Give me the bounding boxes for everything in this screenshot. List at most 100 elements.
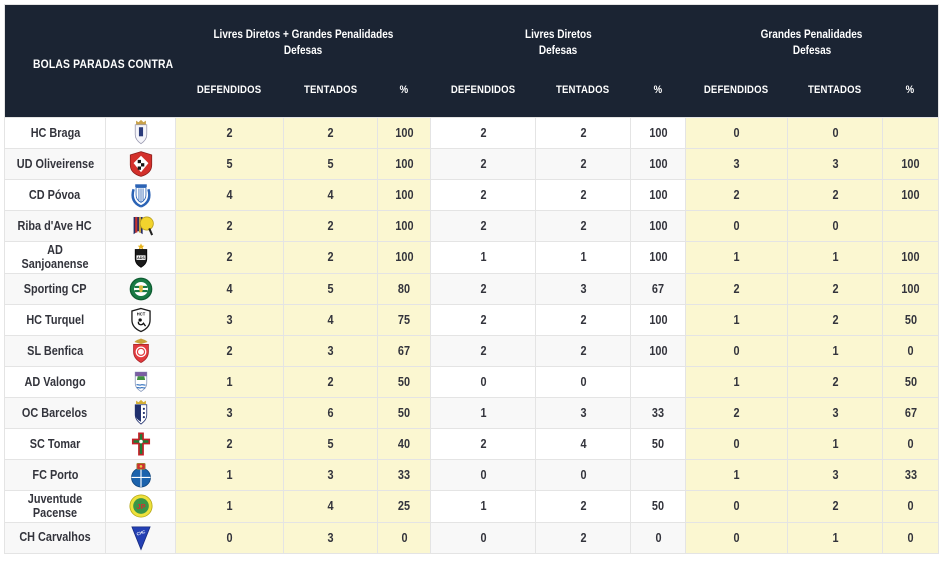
hc-turquel-logo: HCT — [105, 303, 176, 336]
stat-tentados: 2 — [535, 334, 631, 367]
stat-pct: 67 — [630, 272, 686, 305]
stat-tentados: 2 — [283, 210, 378, 242]
stat-pct: 100 — [630, 334, 686, 367]
cd-povoa-logo — [105, 179, 176, 211]
stat-defendidos: 2 — [430, 148, 536, 180]
stat-tentados: 3 — [283, 458, 378, 491]
table-row: FC Porto 1 3 33 0 0 1 3 33 — [4, 458, 940, 491]
stat-tentados: 0 — [787, 117, 883, 149]
team-name: Sporting CP — [4, 272, 106, 305]
stat-pct: 67 — [377, 334, 431, 367]
stat-pct: 75 — [377, 303, 431, 336]
stat-pct: 25 — [377, 489, 431, 523]
stat-pct: 50 — [881, 303, 940, 336]
stat-tentados: 0 — [535, 458, 631, 491]
stat-pct: 100 — [377, 148, 431, 180]
table-row: UD Oliveirense 5 5 100 2 2 100 3 3 100 — [4, 148, 940, 180]
stat-defendidos: 1 — [685, 365, 788, 398]
stat-defendidos: 1 — [685, 458, 788, 491]
stat-defendidos: 2 — [175, 117, 284, 149]
stat-defendidos: 0 — [430, 521, 536, 554]
stat-defendidos: 2 — [175, 241, 284, 274]
col-header-defendidos: DEFENDIDOS — [430, 72, 536, 118]
team-name: HC Turquel — [4, 303, 106, 336]
stat-pct: 50 — [630, 489, 686, 523]
stat-tentados: 0 — [787, 210, 883, 242]
col-header-pct: % — [630, 72, 686, 118]
stat-tentados: 1 — [787, 521, 883, 554]
sporting-cp-logo — [105, 272, 176, 305]
stat-defendidos: 1 — [685, 303, 788, 336]
stat-defendidos: 0 — [685, 427, 788, 460]
stat-defendidos: 4 — [175, 272, 284, 305]
stat-pct — [881, 210, 940, 242]
stat-defendidos: 3 — [175, 396, 284, 429]
stat-pct: 50 — [881, 365, 940, 398]
stat-pct: 0 — [377, 521, 431, 554]
svg-text:CHC: CHC — [135, 529, 145, 537]
stat-pct: 100 — [630, 148, 686, 180]
stat-defendidos: 0 — [685, 489, 788, 523]
group-title-line2: Defesas — [538, 45, 578, 58]
stat-pct: 50 — [377, 365, 431, 398]
sc-tomar-logo — [105, 427, 176, 460]
stat-defendidos: 2 — [685, 179, 788, 211]
stat-tentados: 4 — [283, 489, 378, 523]
stat-tentados: 3 — [535, 396, 631, 429]
group-header-row: BOLAS PARADAS CONTRA Livres Diretos + Gr… — [4, 4, 939, 118]
stat-tentados: 2 — [787, 303, 883, 336]
stat-tentados: 2 — [535, 210, 631, 242]
table-row: SC Tomar 2 5 40 2 4 50 0 1 0 — [4, 427, 940, 460]
stat-tentados: 0 — [535, 365, 631, 398]
stat-pct: 100 — [630, 241, 686, 274]
stat-tentados: 3 — [283, 334, 378, 367]
stat-tentados: 1 — [787, 427, 883, 460]
table-row: CD Póvoa 4 4 100 2 2 100 2 2 100 — [4, 179, 940, 211]
table-row: Riba d'Ave HC 2 2 100 2 2 100 0 0 — [4, 210, 940, 242]
stat-tentados: 3 — [535, 272, 631, 305]
stat-tentados: 2 — [535, 489, 631, 523]
stat-tentados: 2 — [535, 521, 631, 554]
stat-defendidos: 2 — [430, 303, 536, 336]
table-row: Sporting CP 4 5 80 2 3 67 2 2 100 — [4, 272, 940, 305]
stat-tentados: 3 — [787, 396, 883, 429]
table-row: SL Benfica 2 3 67 2 2 100 0 1 0 — [4, 334, 940, 367]
stat-tentados: 5 — [283, 272, 378, 305]
stat-tentados: 2 — [283, 365, 378, 398]
stat-defendidos: 5 — [175, 148, 284, 180]
stat-defendidos: 2 — [430, 272, 536, 305]
col-header-pct: % — [377, 72, 431, 118]
stat-tentados: 2 — [787, 272, 883, 305]
svg-text:ADS: ADS — [137, 257, 145, 261]
group-title-line1: Livres Diretos + Grandes Penalidades — [213, 28, 393, 41]
group-title-line1: Grandes Penalidades — [760, 28, 863, 41]
stat-tentados: 4 — [283, 303, 378, 336]
group-header-grandes-penalidades: Grandes Penalidades Defesas — [685, 4, 939, 73]
col-header-tentados: TENTADOS — [535, 72, 631, 118]
stat-defendidos: 0 — [430, 458, 536, 491]
stat-defendidos: 0 — [685, 334, 788, 367]
stat-tentados: 1 — [787, 334, 883, 367]
table-title: BOLAS PARADAS CONTRA — [4, 4, 176, 118]
stat-pct: 100 — [377, 241, 431, 274]
stat-defendidos: 4 — [175, 179, 284, 211]
fc-porto-logo — [105, 458, 176, 491]
stat-pct: 67 — [881, 396, 940, 429]
stat-defendidos: 1 — [175, 489, 284, 523]
stat-defendidos: 0 — [685, 117, 788, 149]
stat-defendidos: 2 — [175, 427, 284, 460]
stat-defendidos: 1 — [685, 241, 788, 274]
stat-pct: 100 — [881, 272, 940, 305]
stat-defendidos: 2 — [430, 427, 536, 460]
col-header-pct: % — [882, 72, 939, 118]
stat-defendidos: 0 — [685, 521, 788, 554]
svg-text:HCT: HCT — [136, 311, 145, 316]
stat-defendidos: 0 — [430, 365, 536, 398]
stat-pct: 100 — [630, 210, 686, 242]
stat-tentados: 2 — [535, 303, 631, 336]
stat-defendidos: 1 — [175, 365, 284, 398]
stat-defendidos: 2 — [430, 179, 536, 211]
table-row: Juventude Pacense JP 1 4 25 1 2 50 0 2 0 — [4, 489, 940, 523]
stat-pct: 50 — [630, 427, 686, 460]
stat-pct: 0 — [630, 521, 686, 554]
